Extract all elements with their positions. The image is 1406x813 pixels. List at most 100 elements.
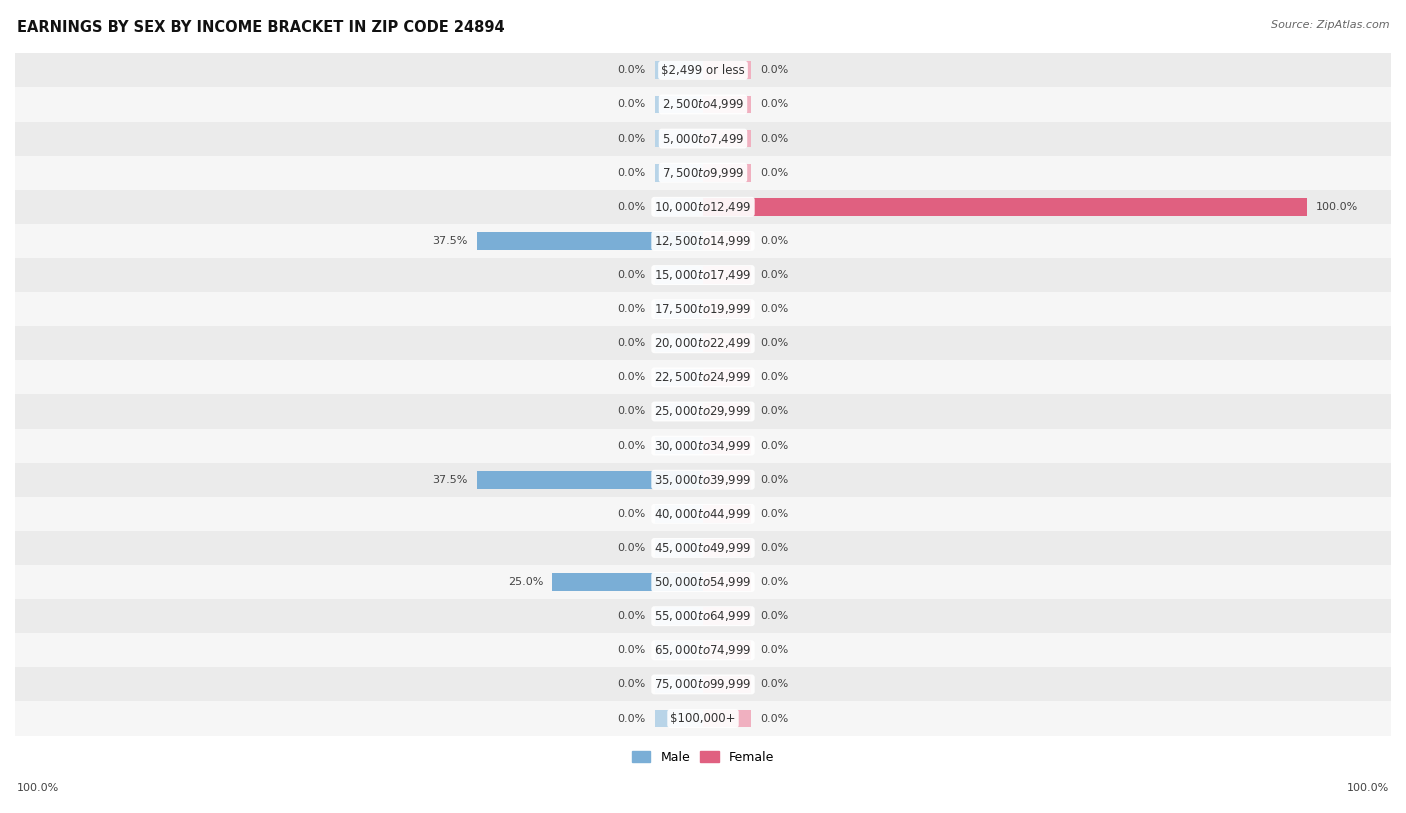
Text: $7,500 to $9,999: $7,500 to $9,999 [662, 166, 744, 180]
Text: $45,000 to $49,999: $45,000 to $49,999 [654, 541, 752, 555]
Text: EARNINGS BY SEX BY INCOME BRACKET IN ZIP CODE 24894: EARNINGS BY SEX BY INCOME BRACKET IN ZIP… [17, 20, 505, 35]
Bar [703, 505, 751, 523]
Bar [703, 130, 751, 147]
Text: 0.0%: 0.0% [617, 99, 645, 110]
Text: $5,000 to $7,499: $5,000 to $7,499 [662, 132, 744, 146]
Text: $50,000 to $54,999: $50,000 to $54,999 [654, 575, 752, 589]
Bar [8, 667, 1398, 702]
Text: $30,000 to $34,999: $30,000 to $34,999 [654, 439, 752, 453]
Text: 0.0%: 0.0% [761, 646, 789, 655]
Text: $100,000+: $100,000+ [671, 712, 735, 725]
Bar [8, 326, 1398, 360]
Text: 0.0%: 0.0% [761, 133, 789, 144]
Text: 0.0%: 0.0% [617, 509, 645, 519]
Text: 0.0%: 0.0% [617, 304, 645, 314]
Text: 100.0%: 100.0% [1316, 202, 1358, 212]
Text: 0.0%: 0.0% [617, 270, 645, 280]
Bar [8, 54, 1398, 88]
Text: 37.5%: 37.5% [432, 475, 468, 485]
Text: 0.0%: 0.0% [761, 65, 789, 76]
Text: 0.0%: 0.0% [761, 441, 789, 450]
Bar [655, 607, 703, 625]
Text: $22,500 to $24,999: $22,500 to $24,999 [654, 371, 752, 385]
Bar [655, 164, 703, 181]
Bar [703, 437, 751, 454]
Bar [8, 394, 1398, 428]
Text: 0.0%: 0.0% [761, 304, 789, 314]
Text: 0.0%: 0.0% [617, 680, 645, 689]
Bar [477, 471, 703, 489]
Text: $20,000 to $22,499: $20,000 to $22,499 [654, 337, 752, 350]
Text: 100.0%: 100.0% [1347, 783, 1389, 793]
Bar [655, 334, 703, 352]
Text: 37.5%: 37.5% [432, 236, 468, 246]
Text: $75,000 to $99,999: $75,000 to $99,999 [654, 677, 752, 691]
Text: 0.0%: 0.0% [617, 202, 645, 212]
Bar [8, 599, 1398, 633]
Text: 0.0%: 0.0% [617, 646, 645, 655]
Text: 0.0%: 0.0% [617, 372, 645, 382]
Text: 0.0%: 0.0% [617, 338, 645, 348]
Bar [655, 539, 703, 557]
Bar [703, 334, 751, 352]
Text: 0.0%: 0.0% [761, 509, 789, 519]
Text: $2,499 or less: $2,499 or less [661, 64, 745, 77]
Text: 0.0%: 0.0% [617, 65, 645, 76]
Bar [703, 368, 751, 386]
Bar [703, 471, 751, 489]
Bar [8, 189, 1398, 224]
Bar [477, 232, 703, 250]
Bar [655, 641, 703, 659]
Bar [8, 155, 1398, 189]
Bar [703, 539, 751, 557]
Bar [8, 258, 1398, 292]
Text: 0.0%: 0.0% [761, 543, 789, 553]
Text: 0.0%: 0.0% [761, 270, 789, 280]
Text: 0.0%: 0.0% [761, 680, 789, 689]
Text: $40,000 to $44,999: $40,000 to $44,999 [654, 506, 752, 521]
Bar [703, 232, 751, 250]
Bar [8, 702, 1398, 736]
Bar [655, 368, 703, 386]
Text: $12,500 to $14,999: $12,500 to $14,999 [654, 234, 752, 248]
Text: 0.0%: 0.0% [761, 577, 789, 587]
Bar [553, 573, 703, 591]
Text: 0.0%: 0.0% [617, 441, 645, 450]
Text: 0.0%: 0.0% [761, 475, 789, 485]
Bar [703, 300, 751, 318]
Text: $15,000 to $17,499: $15,000 to $17,499 [654, 268, 752, 282]
Text: 0.0%: 0.0% [617, 406, 645, 416]
Bar [8, 360, 1398, 394]
Text: $17,500 to $19,999: $17,500 to $19,999 [654, 302, 752, 316]
Text: 0.0%: 0.0% [617, 543, 645, 553]
Text: 0.0%: 0.0% [761, 714, 789, 724]
Bar [8, 428, 1398, 463]
Bar [8, 88, 1398, 121]
Bar [8, 292, 1398, 326]
Text: 0.0%: 0.0% [617, 133, 645, 144]
Bar [703, 96, 751, 113]
Text: 25.0%: 25.0% [508, 577, 543, 587]
Bar [655, 437, 703, 454]
Bar [8, 497, 1398, 531]
Bar [703, 607, 751, 625]
Bar [655, 676, 703, 693]
Text: 0.0%: 0.0% [761, 167, 789, 178]
Bar [703, 402, 751, 420]
Text: $2,500 to $4,999: $2,500 to $4,999 [662, 98, 744, 111]
Legend: Male, Female: Male, Female [627, 746, 779, 769]
Bar [655, 96, 703, 113]
Bar [703, 198, 1306, 215]
Text: 0.0%: 0.0% [761, 372, 789, 382]
Bar [8, 531, 1398, 565]
Bar [703, 573, 751, 591]
Text: 0.0%: 0.0% [617, 611, 645, 621]
Bar [8, 224, 1398, 258]
Bar [8, 121, 1398, 155]
Bar [8, 565, 1398, 599]
Bar [655, 300, 703, 318]
Bar [655, 130, 703, 147]
Text: $55,000 to $64,999: $55,000 to $64,999 [654, 609, 752, 624]
Text: $35,000 to $39,999: $35,000 to $39,999 [654, 472, 752, 487]
Bar [655, 198, 703, 215]
